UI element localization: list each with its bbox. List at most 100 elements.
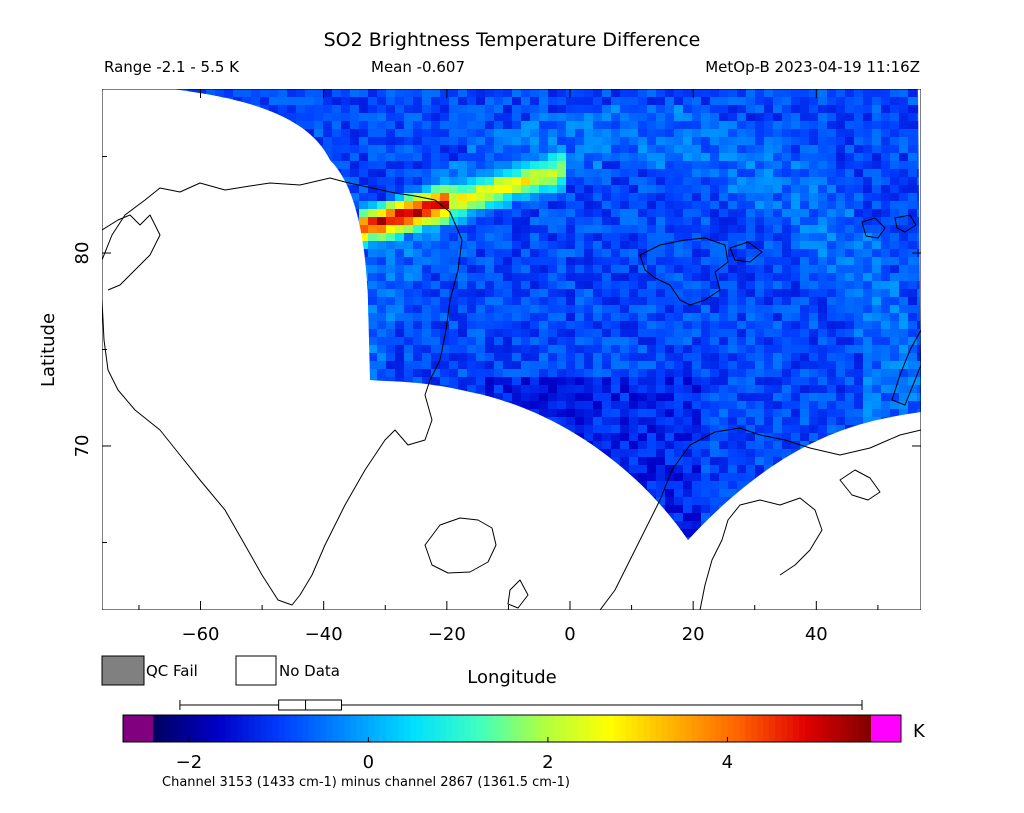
- heatmap-cell: [818, 273, 828, 282]
- heatmap-cell: [485, 89, 495, 98]
- heatmap-cell: [917, 289, 921, 298]
- heatmap-cell: [710, 89, 720, 98]
- heatmap-cell: [575, 401, 585, 410]
- heatmap-cell: [764, 297, 774, 306]
- heatmap-cell: [422, 225, 432, 234]
- heatmap-cell: [602, 241, 612, 250]
- heatmap-cell: [863, 201, 873, 210]
- heatmap-cell: [647, 185, 657, 194]
- heatmap-cell: [683, 289, 693, 298]
- heatmap-cell: [836, 281, 846, 290]
- heatmap-cell: [386, 273, 396, 282]
- heatmap-cell: [647, 137, 657, 146]
- heatmap-cell: [566, 249, 576, 258]
- heatmap-cell: [557, 289, 567, 298]
- heatmap-cell: [908, 121, 918, 130]
- heatmap-cell: [584, 145, 594, 154]
- heatmap-cell: [539, 337, 549, 346]
- heatmap-cell: [575, 377, 585, 386]
- heatmap-cell: [458, 193, 468, 202]
- heatmap-cell: [530, 321, 540, 330]
- heatmap-cell: [863, 185, 873, 194]
- heatmap-cell: [611, 433, 621, 442]
- heatmap-cell: [710, 97, 720, 106]
- coastline-scandinavia: [599, 427, 921, 610]
- heatmap-cell: [638, 233, 648, 242]
- heatmap-cell: [692, 321, 702, 330]
- colorbar-segment: [176, 715, 184, 742]
- heatmap-cell: [512, 353, 522, 362]
- heatmap-cell: [422, 89, 432, 98]
- heatmap-cell: [611, 217, 621, 226]
- heatmap-cell: [458, 89, 468, 98]
- heatmap-cell: [818, 161, 828, 170]
- no-data-label: No Data: [279, 662, 340, 680]
- heatmap-cell: [764, 153, 774, 162]
- heatmap-cell: [548, 129, 558, 138]
- heatmap-cell: [755, 425, 765, 434]
- heatmap-cell: [575, 353, 585, 362]
- heatmap-cell: [818, 241, 828, 250]
- heatmap-cell: [737, 313, 747, 322]
- heatmap-cell: [764, 193, 774, 202]
- heatmap-cell: [827, 153, 837, 162]
- heatmap-cell: [557, 153, 567, 162]
- heatmap-cell: [476, 337, 486, 346]
- heatmap-cell: [566, 233, 576, 242]
- heatmap-cell: [737, 345, 747, 354]
- heatmap-cell: [629, 385, 639, 394]
- heatmap-cell: [539, 305, 549, 314]
- colorbar-segment: [745, 715, 752, 742]
- heatmap-cell: [557, 121, 567, 130]
- heatmap-cell: [818, 257, 828, 266]
- heatmap-cell: [476, 113, 486, 122]
- heatmap-cell: [764, 209, 774, 218]
- heatmap-cell: [503, 233, 513, 242]
- heatmap-cell: [854, 233, 864, 242]
- heatmap-cell: [791, 217, 801, 226]
- heatmap-cell: [584, 361, 594, 370]
- heatmap-cell: [827, 361, 837, 370]
- heatmap-cell: [431, 273, 441, 282]
- heatmap-cell: [647, 361, 657, 370]
- heatmap-cell: [872, 353, 882, 362]
- heatmap-cell: [683, 193, 693, 202]
- heatmap-cell: [800, 145, 810, 154]
- heatmap-cell: [512, 273, 522, 282]
- heatmap-cell: [458, 249, 468, 258]
- heatmap-cell: [719, 129, 729, 138]
- heatmap-cell: [359, 89, 369, 98]
- heatmap-cell: [269, 105, 279, 114]
- heatmap-cell: [674, 305, 684, 314]
- heatmap-cell: [476, 137, 486, 146]
- heatmap-cell: [908, 169, 918, 178]
- heatmap-cell: [854, 257, 864, 266]
- heatmap-cell: [899, 377, 909, 386]
- heatmap-cell: [530, 289, 540, 298]
- heatmap-cell: [764, 169, 774, 178]
- heatmap-cell: [719, 481, 729, 490]
- heatmap-cell: [827, 305, 837, 314]
- heatmap-cell: [647, 401, 657, 410]
- heatmap-cell: [341, 105, 351, 114]
- heatmap-cell: [584, 417, 594, 426]
- heatmap-cell: [638, 129, 648, 138]
- heatmap-cell: [539, 361, 549, 370]
- heatmap-cell: [530, 177, 540, 186]
- heatmap-cell: [737, 409, 747, 418]
- heatmap-cell: [485, 209, 495, 218]
- heatmap-cell: [440, 377, 450, 386]
- heatmap-cell: [431, 265, 441, 274]
- heatmap-cell: [449, 289, 459, 298]
- heatmap-cell: [323, 89, 333, 98]
- heatmap-cell: [503, 201, 513, 210]
- heatmap-cell: [332, 113, 342, 122]
- heatmap-cell: [602, 377, 612, 386]
- heatmap-cell: [476, 241, 486, 250]
- heatmap-cell: [710, 161, 720, 170]
- heatmap-cell: [512, 249, 522, 258]
- heatmap-cell: [755, 89, 765, 98]
- heatmap-cell: [413, 97, 423, 106]
- heatmap-cell: [683, 529, 693, 538]
- coastline-baltic: [699, 497, 823, 610]
